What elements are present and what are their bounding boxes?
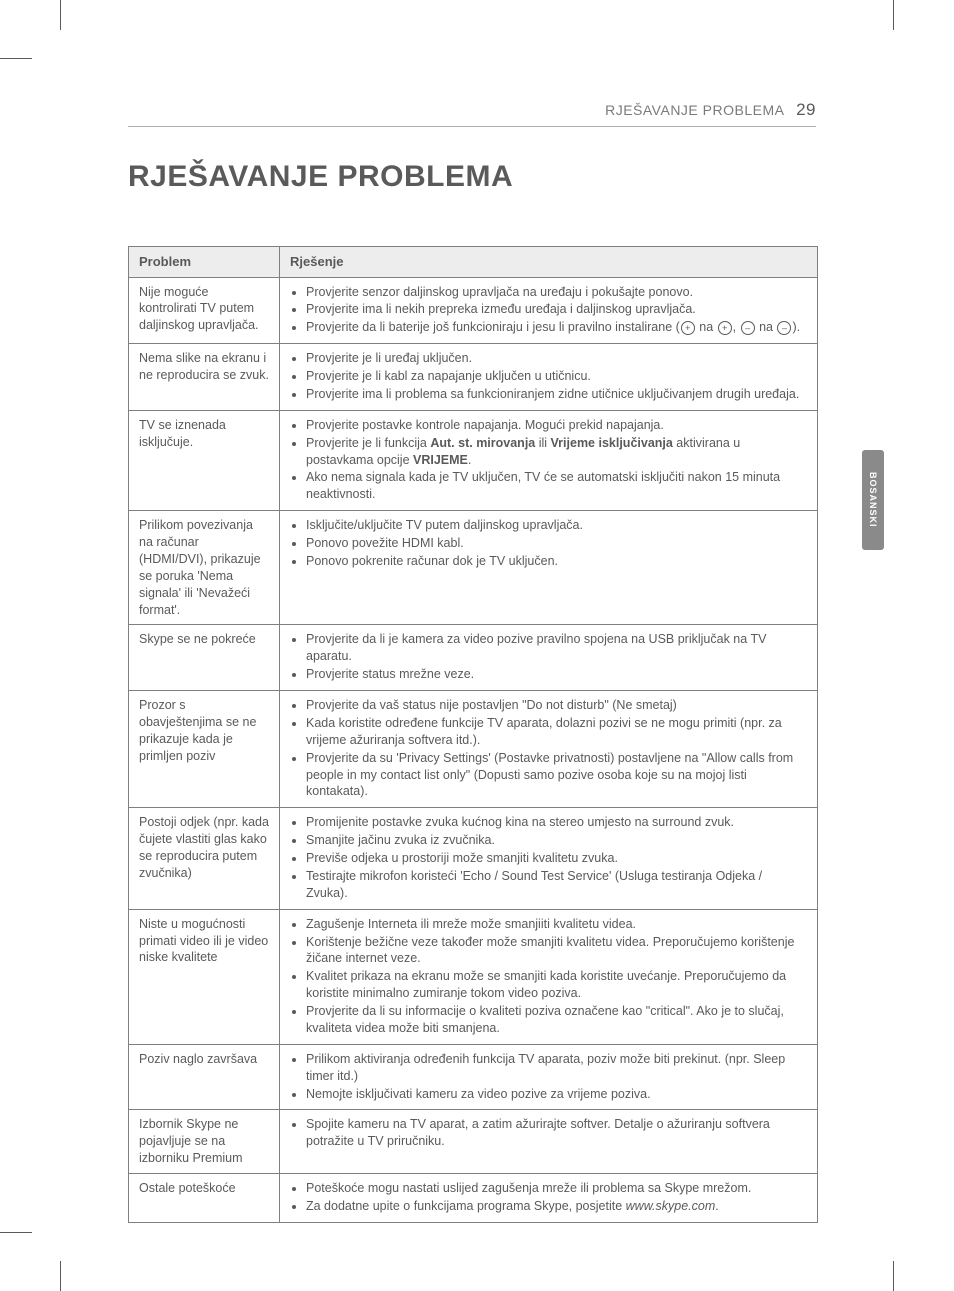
- solution-list: Provjerite je li uređaj uključen.Provjer…: [290, 350, 807, 404]
- running-head: RJEŠAVANJE PROBLEMA 29: [128, 100, 816, 127]
- table-row: Niste u mogućnosti primati video ili je …: [129, 909, 818, 1044]
- problem-cell: Niste u mogućnosti primati video ili je …: [129, 909, 280, 1044]
- list-item: Provjerite da li baterije još funkcionir…: [306, 319, 807, 337]
- table-row: Prilikom povezivanja na računar (HDMI/DV…: [129, 511, 818, 625]
- solution-list: Zagušenje Interneta ili mreže može smanj…: [290, 916, 807, 1038]
- table-row: Poziv naglo završava Prilikom aktiviranja…: [129, 1044, 818, 1110]
- solution-cell: Prilikom aktiviranja određenih funkcija …: [280, 1044, 818, 1110]
- list-item: Provjerite status mrežne veze.: [306, 666, 807, 684]
- bold-text: Aut. st. mirovanja: [430, 436, 535, 450]
- col-solution: Rješenje: [280, 247, 818, 278]
- solution-list: Promijenite postavke zvuka kućnog kina n…: [290, 814, 807, 902]
- solution-cell: Provjerite da vaš status nije postavljen…: [280, 691, 818, 808]
- troubleshooting-table: Problem Rješenje Nije moguće kontrolirat…: [128, 246, 818, 1223]
- problem-cell: Postoji odjek (npr. kada čujete vlastiti…: [129, 808, 280, 909]
- list-item: Korištenje bežične veze također može sma…: [306, 934, 807, 969]
- table-row: Ostale poteškoće Poteškoće mogu nastati u…: [129, 1174, 818, 1223]
- solution-list: Prilikom aktiviranja određenih funkcija …: [290, 1051, 807, 1104]
- problem-cell: Prilikom povezivanja na računar (HDMI/DV…: [129, 511, 280, 625]
- list-item: Ako nema signala kada je TV uključen, TV…: [306, 469, 807, 504]
- list-item: Provjerite postavke kontrole napajanja. …: [306, 417, 807, 435]
- solution-cell: Isključite/uključite TV putem daljinskog…: [280, 511, 818, 625]
- minus-icon: –: [741, 321, 755, 335]
- problem-cell: TV se iznenada isključuje.: [129, 410, 280, 510]
- solution-cell: Provjerite je li uređaj uključen.Provjer…: [280, 344, 818, 411]
- page-number: 29: [796, 100, 816, 119]
- table-row: Nije moguće kontrolirati TV putem daljin…: [129, 277, 818, 344]
- table-row: Nema slike na ekranu i ne reproducira se…: [129, 344, 818, 411]
- list-item: Provjerite da li je kamera za video pozi…: [306, 631, 807, 666]
- table-row: TV se iznenada isključuje. Provjerite pos…: [129, 410, 818, 510]
- problem-cell: Ostale poteškoće: [129, 1174, 280, 1223]
- solution-cell: Provjerite postavke kontrole napajanja. …: [280, 410, 818, 510]
- list-item: Provjerite je li kabl za napajanje uklju…: [306, 368, 807, 386]
- list-item: Provjerite da su 'Privacy Settings' (Pos…: [306, 750, 807, 802]
- link-text: www.skype.com: [626, 1199, 716, 1213]
- solution-cell: Spojite kameru na TV aparat, a zatim ažu…: [280, 1110, 818, 1174]
- list-item: Spojite kameru na TV aparat, a zatim ažu…: [306, 1116, 807, 1151]
- list-item: Provjerite je li funkcija Aut. st. mirov…: [306, 435, 807, 470]
- problem-cell: Nije moguće kontrolirati TV putem daljin…: [129, 277, 280, 344]
- language-tab: BOSANSKI: [862, 450, 884, 550]
- document-page: RJEŠAVANJE PROBLEMA 29 BOSANSKI RJEŠAVAN…: [0, 0, 954, 1291]
- list-item: Previše odjeka u prostoriji može smanjit…: [306, 850, 807, 868]
- list-item: Isključite/uključite TV putem daljinskog…: [306, 517, 807, 535]
- crop-mark: [0, 58, 32, 59]
- solution-cell: Promijenite postavke zvuka kućnog kina n…: [280, 808, 818, 909]
- table-row: Postoji odjek (npr. kada čujete vlastiti…: [129, 808, 818, 909]
- plus-icon: +: [718, 321, 732, 335]
- solution-list: Poteškoće mogu nastati uslijed zagušenja…: [290, 1180, 807, 1216]
- list-item: Ponovo povežite HDMI kabl.: [306, 535, 807, 553]
- bold-text: Vrijeme isključivanja: [551, 436, 673, 450]
- solution-list: Provjerite postavke kontrole napajanja. …: [290, 417, 807, 504]
- bold-text: VRIJEME: [413, 453, 468, 467]
- list-item: Zagušenje Interneta ili mreže može smanj…: [306, 916, 807, 934]
- list-item: Prilikom aktiviranja određenih funkcija …: [306, 1051, 807, 1086]
- list-item: Provjerite ima li nekih prepreka između …: [306, 301, 807, 319]
- problem-cell: Skype se ne pokreće: [129, 625, 280, 691]
- solution-list: Provjerite da li je kamera za video pozi…: [290, 631, 807, 684]
- solution-cell: Provjerite da li je kamera za video pozi…: [280, 625, 818, 691]
- list-item: Poteškoće mogu nastati uslijed zagušenja…: [306, 1180, 807, 1198]
- list-item: Provjerite da vaš status nije postavljen…: [306, 697, 807, 715]
- table-row: Prozor s obavještenjima se ne prikazuje …: [129, 691, 818, 808]
- solution-cell: Poteškoće mogu nastati uslijed zagušenja…: [280, 1174, 818, 1223]
- list-item: Kada koristite određene funkcije TV apar…: [306, 715, 807, 750]
- page-title: RJEŠAVANJE PROBLEMA: [128, 160, 513, 194]
- table-row: Skype se ne pokreće Provjerite da li je k…: [129, 625, 818, 691]
- col-problem: Problem: [129, 247, 280, 278]
- crop-mark: [60, 1261, 61, 1291]
- table-row: Izbornik Skype ne pojavljuje se na izbor…: [129, 1110, 818, 1174]
- solution-list: Spojite kameru na TV aparat, a zatim ažu…: [290, 1116, 807, 1151]
- solution-cell: Zagušenje Interneta ili mreže može smanj…: [280, 909, 818, 1044]
- list-item: Nemojte isključivati kameru za video poz…: [306, 1086, 807, 1104]
- crop-mark: [893, 1261, 894, 1291]
- crop-mark: [60, 0, 61, 30]
- table-body: Nije moguće kontrolirati TV putem daljin…: [129, 277, 818, 1222]
- list-item: Kvalitet prikaza na ekranu može se smanj…: [306, 968, 807, 1003]
- solution-cell: Provjerite senzor daljinskog upravljača …: [280, 277, 818, 344]
- list-item: Provjerite senzor daljinskog upravljača …: [306, 284, 807, 302]
- problem-cell: Prozor s obavještenjima se ne prikazuje …: [129, 691, 280, 808]
- list-item: Provjerite je li uređaj uključen.: [306, 350, 807, 368]
- plus-icon: +: [681, 321, 695, 335]
- section-name: RJEŠAVANJE PROBLEMA: [605, 102, 784, 118]
- list-item: Ponovo pokrenite računar dok je TV uklju…: [306, 553, 807, 571]
- list-item: Provjerite ima li problema sa funkcionir…: [306, 386, 807, 404]
- problem-cell: Poziv naglo završava: [129, 1044, 280, 1110]
- list-item: Provjerite da li su informacije o kvalit…: [306, 1003, 807, 1038]
- list-item: Promijenite postavke zvuka kućnog kina n…: [306, 814, 807, 832]
- problem-cell: Nema slike na ekranu i ne reproducira se…: [129, 344, 280, 411]
- crop-mark: [0, 1232, 32, 1233]
- list-item: Smanjite jačinu zvuka iz zvučnika.: [306, 832, 807, 850]
- crop-mark: [893, 0, 894, 30]
- problem-cell: Izbornik Skype ne pojavljuje se na izbor…: [129, 1110, 280, 1174]
- list-item: Testirajte mikrofon koristeći 'Echo / So…: [306, 868, 807, 903]
- solution-list: Provjerite da vaš status nije postavljen…: [290, 697, 807, 801]
- list-item: Za dodatne upite o funkcijama programa S…: [306, 1198, 807, 1216]
- solution-list: Provjerite senzor daljinskog upravljača …: [290, 284, 807, 338]
- solution-list: Isključite/uključite TV putem daljinskog…: [290, 517, 807, 571]
- minus-icon: –: [777, 321, 791, 335]
